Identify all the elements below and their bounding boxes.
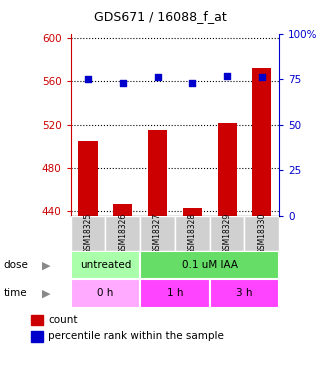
Bar	[71, 216, 105, 251]
Bar	[218, 123, 237, 216]
Bar	[183, 208, 202, 216]
Bar	[140, 216, 175, 251]
Text: percentile rank within the sample: percentile rank within the sample	[48, 331, 224, 341]
Text: GDS671 / 16088_f_at: GDS671 / 16088_f_at	[94, 10, 227, 23]
Bar	[71, 251, 140, 279]
Bar	[113, 204, 132, 216]
Text: 1 h: 1 h	[167, 288, 183, 298]
Point	[120, 80, 125, 86]
Point	[155, 74, 160, 80]
Bar	[210, 279, 279, 308]
Bar	[148, 130, 167, 216]
Point	[190, 80, 195, 86]
Point	[259, 74, 265, 80]
Bar	[140, 251, 279, 279]
Text: GSM18330: GSM18330	[257, 213, 266, 254]
Text: ▶: ▶	[42, 288, 51, 298]
Text: 0 h: 0 h	[97, 288, 114, 298]
Bar	[245, 216, 279, 251]
Bar	[252, 68, 272, 216]
Text: ▶: ▶	[42, 260, 51, 270]
Text: time: time	[3, 288, 27, 298]
Text: 0.1 uM IAA: 0.1 uM IAA	[182, 260, 238, 270]
Point	[85, 76, 91, 82]
Bar	[71, 279, 140, 308]
Bar	[31, 315, 43, 326]
Bar	[31, 331, 43, 342]
Bar	[78, 141, 98, 216]
Text: GSM18325: GSM18325	[83, 213, 92, 254]
Point	[224, 73, 230, 79]
Text: GSM18326: GSM18326	[118, 213, 127, 254]
Text: 3 h: 3 h	[236, 288, 253, 298]
Text: GSM18329: GSM18329	[222, 213, 232, 254]
Bar	[210, 216, 245, 251]
Bar	[175, 216, 210, 251]
Text: untreated: untreated	[80, 260, 131, 270]
Text: GSM18328: GSM18328	[188, 213, 197, 254]
Text: count: count	[48, 315, 78, 325]
Bar	[105, 216, 140, 251]
Text: GSM18327: GSM18327	[153, 213, 162, 254]
Bar	[140, 279, 210, 308]
Text: dose: dose	[3, 260, 28, 270]
